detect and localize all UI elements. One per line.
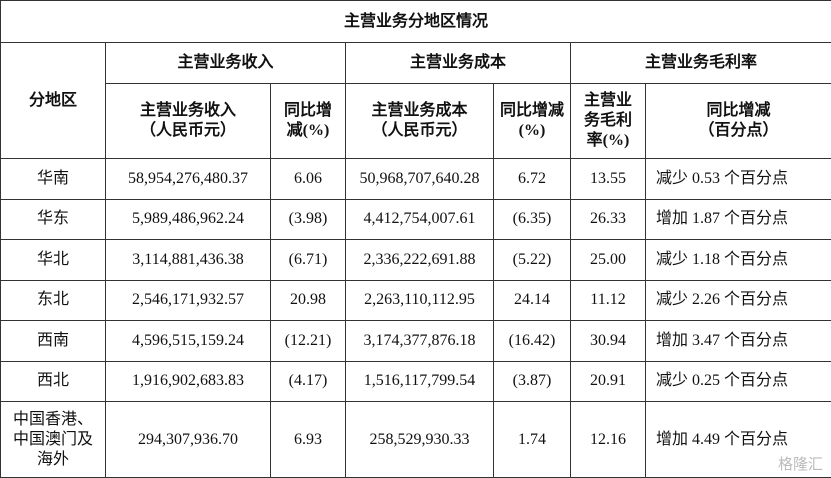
group-header: 主营业务收入	[105, 42, 346, 84]
cell-line: 华北	[36, 250, 69, 268]
value-cell: (6.71)	[270, 239, 346, 281]
cell-line: 同比增减	[706, 102, 771, 119]
cell-line: 西北	[36, 372, 69, 390]
table-row: 主营业务分地区情况	[0, 0, 831, 43]
value-cell: 5,989,486,962.24	[105, 198, 271, 240]
value-cell: 减少 1.18 个百分点	[644, 239, 831, 281]
region-cell: 东北	[0, 279, 106, 321]
sub-header: 同比增减(%)	[270, 83, 346, 159]
group-header: 主营业务毛利率	[569, 42, 831, 84]
value-cell: 25.00	[570, 239, 646, 281]
table-row: 主营业务收入 （人民币元） 同比增 减(%) 主营业务成本 （人民币元） 同比增减 (%) 主营…	[1, 83, 831, 159]
table-row: 华南 58,954,276,480.37 6.06 50,968,707,640.28…	[0, 158, 831, 200]
value-cell: 2,546,171,932.57	[105, 279, 271, 321]
value-cell: 20.98	[270, 279, 346, 321]
value-cell: 1.74	[493, 401, 571, 478]
cell-line: 东北	[36, 291, 69, 309]
group-header: 主营业务成本	[345, 42, 571, 84]
table-row: 东北 2,546,171,932.57 20.98 2,263,110,112.95 2…	[0, 279, 831, 321]
value-cell: (5.22)	[493, 239, 571, 281]
value-cell: 3,174,377,876.18	[345, 320, 494, 362]
value-cell: 20.91	[570, 360, 646, 402]
value-cell: 6.06	[270, 158, 346, 200]
cell-line: （人民币元）	[371, 122, 468, 139]
value-cell: 增加 4.49 个百分点	[644, 401, 831, 478]
cell-line: 中国澳门及	[12, 430, 93, 448]
cell-line: 海外	[36, 450, 69, 468]
cell-line: 同比增	[283, 102, 332, 119]
region-cell: 西南	[0, 320, 106, 362]
value-cell: 增加 1.87 个百分点	[644, 198, 831, 240]
sub-header: 同比增减 (%)	[493, 83, 571, 159]
region-cell: 华北	[0, 239, 106, 281]
cell-line: 同比增减	[499, 102, 564, 119]
value-cell: 6.93	[270, 401, 346, 478]
value-cell: (12.21)	[270, 320, 346, 362]
value-cell: (4.17)	[270, 360, 346, 402]
cell-line: 率(%)	[586, 132, 630, 149]
cell-line: 华东	[36, 210, 69, 228]
cell-line: （百分点）	[698, 122, 779, 139]
table-row: 中国香港、 中国澳门及 海外 294,307,936.70 6.93 258,529,93…	[0, 401, 831, 478]
table-row: 西北 1,916,902,683.83 (4.17) 1,516,117,799.54…	[0, 360, 831, 402]
value-cell: 4,596,515,159.24	[105, 320, 271, 362]
cell-line: 减(%)	[286, 122, 330, 139]
cell-line: （人民币元）	[139, 122, 236, 139]
region-cell: 华东	[0, 198, 106, 240]
value-cell: 30.94	[570, 320, 646, 362]
table-title: 主营业务分地区情况	[0, 0, 831, 43]
region-cell: 西北	[0, 360, 106, 402]
table-row: 西南 4,596,515,159.24 (12.21) 3,174,377,876.1…	[0, 320, 831, 362]
table-row: 华东 5,989,486,962.24 (3.98) 4,412,754,007.61…	[0, 198, 831, 240]
value-cell: (6.35)	[493, 198, 571, 240]
value-cell: 258,529,930.33	[345, 401, 494, 478]
sub-header: 同比增减 （百分点）	[644, 83, 831, 159]
value-cell: (3.98)	[270, 198, 346, 240]
header-cell: 分地区	[0, 42, 106, 159]
value-cell: 2,263,110,112.95	[345, 279, 494, 321]
value-cell: 增加 3.47 个百分点	[644, 320, 831, 362]
cell-line: 中国香港、	[12, 410, 93, 428]
region-cell: 中国香港、中国澳门及海外	[0, 401, 106, 478]
value-cell: 294,307,936.70	[105, 401, 271, 478]
sub-header: 主营业务毛利率(%)	[570, 83, 646, 159]
value-cell: 13.55	[570, 158, 646, 200]
cell-line: 西南	[36, 331, 69, 349]
table-row: 华北 3,114,881,436.38 (6.71) 2,336,222,691.88…	[0, 239, 831, 281]
value-cell: 12.16	[570, 401, 646, 478]
value-cell: 减少 0.53 个百分点	[644, 158, 831, 200]
value-cell: 24.14	[493, 279, 571, 321]
region-cell: 华南	[0, 158, 106, 200]
value-cell: 1,516,117,799.54	[345, 360, 494, 402]
value-cell: 3,114,881,436.38	[105, 239, 271, 281]
value-cell: 26.33	[570, 198, 646, 240]
sub-header: 主营业务收入 （人民币元）	[105, 83, 271, 159]
cell-line: 主营业	[583, 92, 632, 109]
value-cell: 4,412,754,007.61	[345, 198, 494, 240]
value-cell: 减少 0.25 个百分点	[644, 360, 831, 402]
value-cell: 58,954,276,480.37	[105, 158, 271, 200]
value-cell: 2,336,222,691.88	[345, 239, 494, 281]
value-cell: 6.72	[493, 158, 571, 200]
value-cell: 1,916,902,683.83	[105, 360, 271, 402]
cell-line: 务毛利	[583, 112, 632, 129]
value-cell: (16.42)	[493, 320, 571, 362]
value-cell: 11.12	[570, 279, 646, 321]
watermark: 格隆汇	[777, 455, 823, 473]
cell-line: (%)	[518, 122, 546, 139]
cell-line: 主营业务成本	[371, 102, 468, 119]
sub-header: 主营业务成本 （人民币元）	[345, 83, 494, 159]
value-cell: (3.87)	[493, 360, 571, 402]
cell-line: 主营业务收入	[139, 102, 236, 119]
value-cell: 50,968,707,640.28	[345, 158, 494, 200]
value-cell: 减少 2.26 个百分点	[644, 279, 831, 321]
cell-line: 华南	[36, 169, 69, 187]
table-row: 分地区 主营业务收入 主营业务成本 主营业务毛利率	[0, 42, 831, 159]
